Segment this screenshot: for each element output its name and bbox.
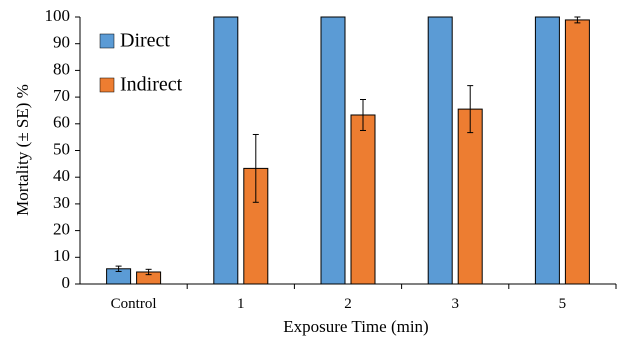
bar-direct-2 bbox=[320, 16, 346, 285]
x-tick-label: Control bbox=[111, 296, 157, 312]
legend-swatch-indirect bbox=[99, 77, 115, 93]
y-tick-label: 80 bbox=[53, 59, 70, 78]
y-tick-label: 30 bbox=[53, 193, 70, 212]
x-tick-label: 3 bbox=[451, 296, 459, 312]
bar-direct-5 bbox=[534, 16, 560, 285]
y-tick-label: 50 bbox=[53, 139, 70, 158]
y-tick-label: 70 bbox=[53, 86, 70, 105]
bar-direct-1 bbox=[213, 16, 239, 285]
y-tick-label: 10 bbox=[53, 246, 70, 265]
y-tick-label: 40 bbox=[53, 166, 70, 185]
y-tick-label: 0 bbox=[62, 273, 71, 292]
y-tick-label: 90 bbox=[53, 33, 70, 52]
bar-indirect-5 bbox=[564, 19, 590, 285]
y-tick-label: 20 bbox=[53, 220, 70, 239]
legend-label-indirect: Indirect bbox=[120, 74, 183, 96]
legend-label-direct: Direct bbox=[120, 30, 170, 52]
y-tick-label: 100 bbox=[45, 6, 71, 25]
bar-direct-3 bbox=[427, 16, 453, 285]
x-tick-label: 1 bbox=[237, 296, 245, 312]
y-axis-title: Mortality (± SE) % bbox=[13, 84, 32, 216]
y-tick-label: 60 bbox=[53, 113, 70, 132]
x-axis-title: Exposure Time (min) bbox=[283, 317, 428, 336]
bar-indirect-3 bbox=[457, 108, 483, 285]
x-tick-label: 2 bbox=[344, 296, 352, 312]
x-tick-label: 5 bbox=[559, 296, 567, 312]
legend-swatch-direct bbox=[99, 33, 115, 49]
bar-indirect-2 bbox=[350, 114, 376, 285]
